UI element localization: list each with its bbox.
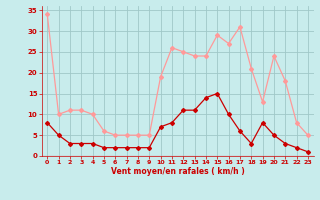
X-axis label: Vent moyen/en rafales ( km/h ): Vent moyen/en rafales ( km/h ) — [111, 167, 244, 176]
